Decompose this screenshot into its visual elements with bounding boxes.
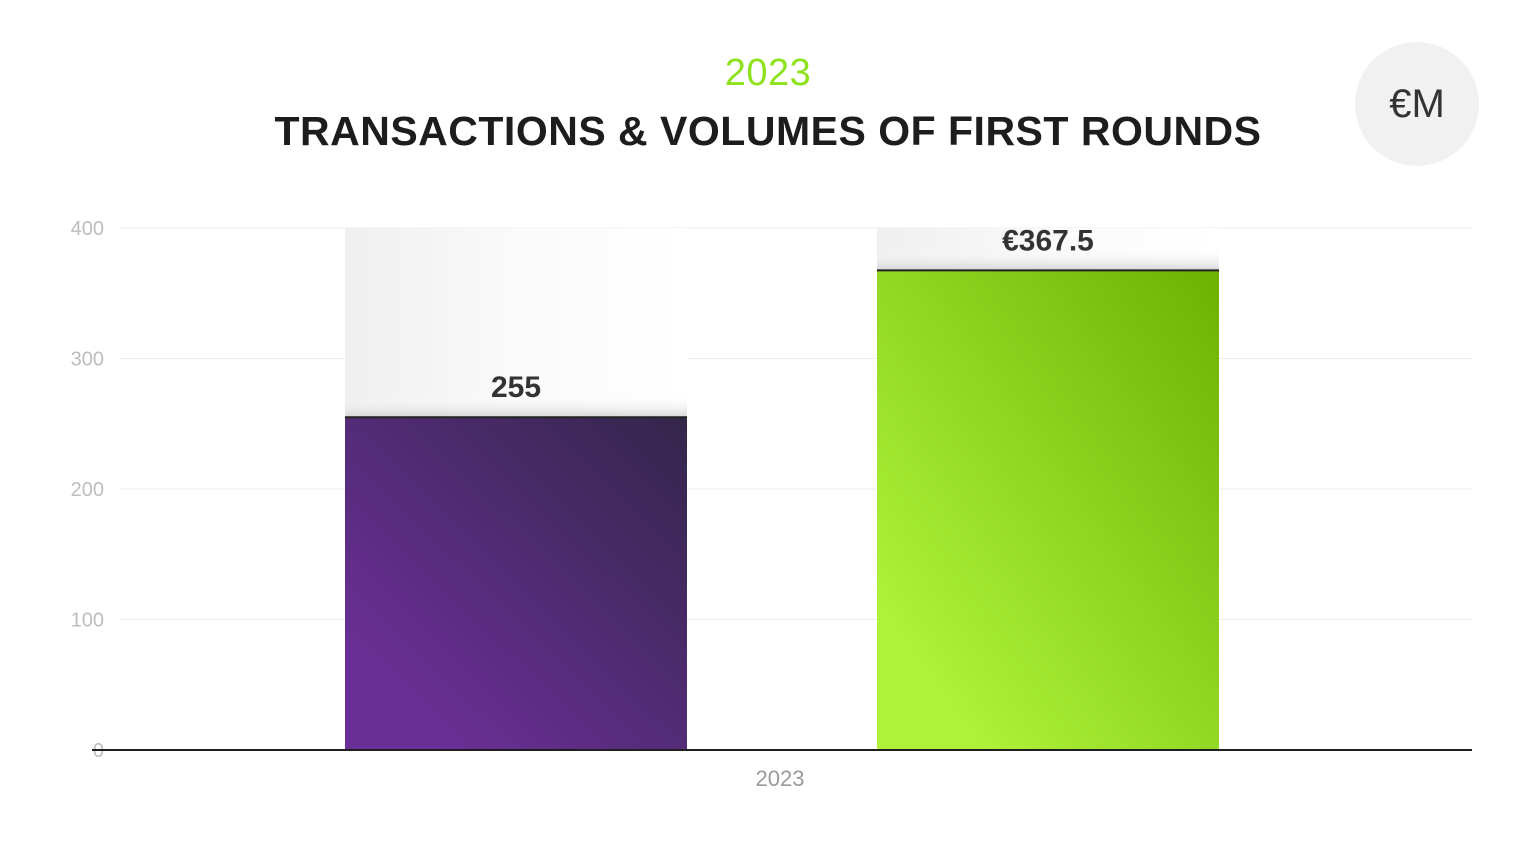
y-tick-label: 400 <box>71 218 104 240</box>
y-tick-label: 100 <box>71 610 104 632</box>
chart-subtitle: 2023 <box>724 52 812 94</box>
bars: 255 €367.5 <box>345 224 1219 750</box>
bar-value-label: €367.5 <box>1002 224 1094 257</box>
currency-unit-badge: €M <box>1355 42 1479 166</box>
y-tick-label: 200 <box>71 479 104 501</box>
x-tick-label: 2023 <box>756 766 805 791</box>
chart-title: TRANSACTIONS & VOLUMES OF FIRST ROUNDS <box>274 108 1262 154</box>
bar-track-shadow <box>345 395 687 418</box>
bar-2 <box>877 270 1219 750</box>
bar-value-label: 255 <box>491 371 541 404</box>
y-axis-ticks: 0100200300400 <box>71 218 104 762</box>
y-tick-label: 300 <box>71 349 104 371</box>
x-axis-ticks: 2023 <box>756 766 805 791</box>
bar-track-shadow <box>877 248 1219 271</box>
grid-lines <box>120 227 1472 620</box>
bar-track <box>345 228 687 418</box>
bar-1 <box>345 417 687 750</box>
